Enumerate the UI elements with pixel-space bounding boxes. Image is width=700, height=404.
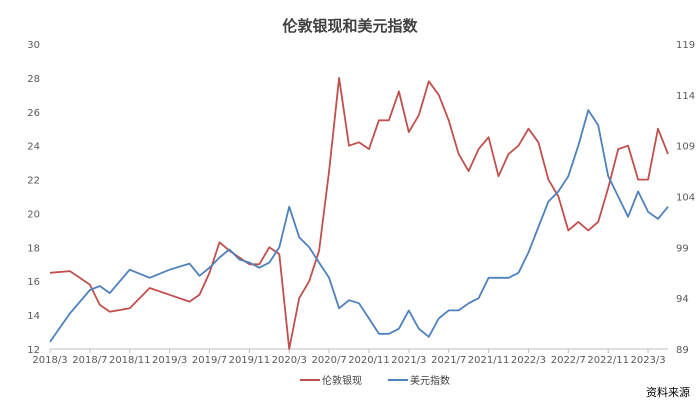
y-left-tick-label: 26 bbox=[27, 108, 40, 119]
y-left-tick-label: 14 bbox=[27, 311, 40, 322]
axes: 2018/3 2018/7 2018/11 2019/3 2019/7 2019/11 20… bbox=[27, 40, 695, 366]
legend: 伦敦银现 美元指数 bbox=[300, 374, 450, 387]
y-left-tick-label: 20 bbox=[27, 209, 40, 220]
chart-title: 伦敦银现和美元指数 bbox=[282, 17, 418, 35]
y-left-tick-label: 12 bbox=[27, 345, 40, 356]
x-tick-label: 2020/7 bbox=[312, 355, 347, 366]
y-right-tick-label: 119 bbox=[676, 40, 695, 51]
series-line-dollar-index bbox=[49, 109, 669, 343]
source-note: 资料来源 bbox=[646, 385, 690, 399]
x-tick-label: 2021/11 bbox=[468, 355, 510, 366]
y-left-tick-label: 16 bbox=[27, 277, 40, 288]
x-tick-label: 2018/11 bbox=[109, 355, 151, 366]
y-left-tick-label: 30 bbox=[27, 40, 40, 51]
series-layer bbox=[49, 77, 669, 350]
x-tick-label: 2019/11 bbox=[229, 355, 271, 366]
legend-label: 美元指数 bbox=[410, 374, 450, 387]
y-right-tick-label: 109 bbox=[676, 142, 695, 153]
y-right-tick-label: 94 bbox=[676, 294, 689, 305]
legend-label: 伦敦银现 bbox=[322, 374, 362, 387]
x-tick-label: 2022/7 bbox=[551, 355, 586, 366]
y-right-tick-label: 99 bbox=[676, 243, 689, 254]
series-line-silver bbox=[49, 77, 669, 350]
x-tick-label: 2022/11 bbox=[587, 355, 629, 366]
y-left-tick-label: 28 bbox=[27, 74, 40, 85]
x-tick-label: 2020/11 bbox=[348, 355, 390, 366]
y-right-tick-label: 114 bbox=[676, 91, 695, 102]
y-left-tick-label: 22 bbox=[27, 176, 40, 187]
x-tick-label: 2019/7 bbox=[192, 355, 227, 366]
y-left-tick-label: 24 bbox=[27, 142, 40, 153]
x-tick-label: 2019/3 bbox=[152, 355, 187, 366]
y-left-tick-label: 18 bbox=[27, 243, 40, 254]
x-tick-label: 2018/3 bbox=[32, 355, 67, 366]
x-tick-label: 2018/7 bbox=[72, 355, 107, 366]
y-right-tick-label: 89 bbox=[676, 345, 689, 356]
y-right-tick-label: 104 bbox=[676, 193, 695, 204]
x-tick-label: 2022/3 bbox=[511, 355, 546, 366]
x-tick-label: 2023/3 bbox=[630, 355, 665, 366]
x-tick-label: 2021/7 bbox=[431, 355, 466, 366]
x-tick-label: 2021/3 bbox=[391, 355, 426, 366]
x-tick-label: 2020/3 bbox=[272, 355, 307, 366]
